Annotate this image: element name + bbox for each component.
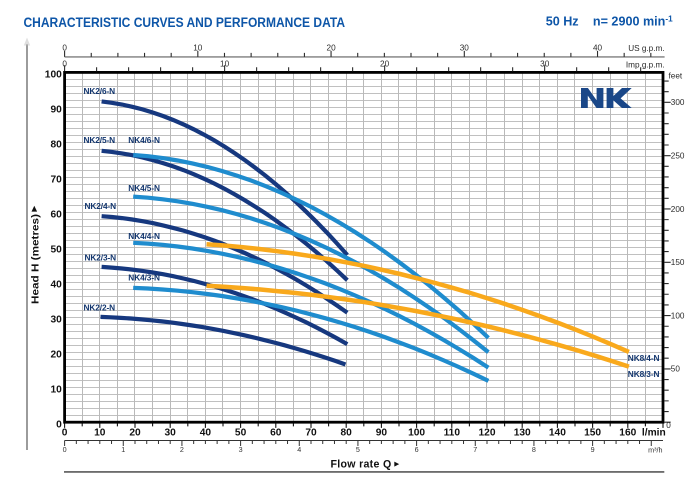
svg-text:50: 50 [50,244,62,255]
svg-text:NK2/6-N: NK2/6-N [84,86,116,96]
svg-text:CHARACTERISTIC CURVES AND PERF: CHARACTERISTIC CURVES AND PERFORMANCE DA… [24,15,346,31]
svg-text:0: 0 [62,43,67,52]
svg-text:Imp g.p.m.: Imp g.p.m. [626,60,665,69]
svg-text:40: 40 [50,279,62,290]
svg-text:NK2/3-N: NK2/3-N [85,252,117,262]
svg-text:NK4/5-N: NK4/5-N [128,183,160,193]
svg-text:9: 9 [591,445,595,454]
svg-text:NK4/3-N: NK4/3-N [128,272,160,282]
svg-text:US g.p.m.: US g.p.m. [628,44,664,53]
svg-text:20: 20 [50,349,62,360]
svg-text:8: 8 [532,445,536,454]
svg-text:90: 90 [376,428,388,439]
svg-text:50: 50 [235,428,247,439]
svg-text:250: 250 [671,152,685,161]
svg-text:l/min: l/min [642,428,666,439]
svg-text:40: 40 [200,428,212,439]
svg-text:7: 7 [473,445,477,454]
svg-text:130: 130 [514,428,531,439]
svg-text:NK4/4-N: NK4/4-N [128,231,160,241]
svg-text:3: 3 [239,445,243,454]
svg-text:70: 70 [50,174,62,185]
svg-text:20: 20 [380,60,390,69]
svg-text:50 Hz: 50 Hz [546,15,579,29]
svg-text:60: 60 [50,209,62,220]
svg-text:10: 10 [193,43,203,52]
svg-text:20: 20 [129,428,141,439]
svg-text:NK4/6-N: NK4/6-N [128,135,160,145]
svg-text:10: 10 [94,428,106,439]
svg-text:0: 0 [62,60,67,69]
svg-text:50: 50 [671,365,681,374]
svg-text:6: 6 [415,445,419,454]
svg-text:Flow rate Q: Flow rate Q [331,458,392,470]
svg-text:80: 80 [341,428,353,439]
svg-text:150: 150 [671,258,685,267]
svg-text:80: 80 [50,140,62,151]
svg-text:110: 110 [444,428,461,439]
svg-text:0: 0 [63,445,67,454]
svg-text:20: 20 [327,43,337,52]
svg-text:100: 100 [45,70,62,81]
svg-text:0: 0 [56,419,62,430]
svg-text:1: 1 [121,445,125,454]
svg-text:0: 0 [62,428,68,439]
svg-text:30: 30 [460,43,470,52]
svg-text:NK2/4-N: NK2/4-N [85,201,117,211]
svg-text:150: 150 [584,428,601,439]
svg-text:NK2/2-N: NK2/2-N [84,302,116,312]
svg-text:100: 100 [408,428,425,439]
svg-text:30: 30 [540,60,550,69]
svg-text:140: 140 [549,428,566,439]
svg-text:10: 10 [50,384,62,395]
svg-text:n= 2900 min-1: n= 2900 min-1 [593,15,673,29]
svg-text:NK8/3-N: NK8/3-N [628,369,660,379]
svg-text:2: 2 [180,445,184,454]
svg-text:30: 30 [165,428,177,439]
svg-text:90: 90 [50,105,62,116]
svg-text:120: 120 [479,428,496,439]
svg-text:NK8/4-N: NK8/4-N [628,353,660,363]
svg-text:100: 100 [671,311,685,320]
svg-text:60: 60 [270,428,282,439]
svg-text:4: 4 [297,445,301,454]
svg-text:5: 5 [356,445,360,454]
svg-text:200: 200 [671,205,685,214]
svg-text:NK2/5-N: NK2/5-N [84,135,116,145]
svg-text:Head H (metres): Head H (metres) [31,214,42,304]
svg-text:0: 0 [666,421,671,430]
svg-text:30: 30 [50,314,62,325]
svg-text:300: 300 [671,98,685,107]
svg-text:70: 70 [305,428,317,439]
svg-text:40: 40 [593,43,603,52]
svg-text:feet: feet [669,72,683,81]
svg-text:160: 160 [619,428,636,439]
svg-text:10: 10 [220,60,230,69]
svg-text:m³/h: m³/h [648,446,662,455]
